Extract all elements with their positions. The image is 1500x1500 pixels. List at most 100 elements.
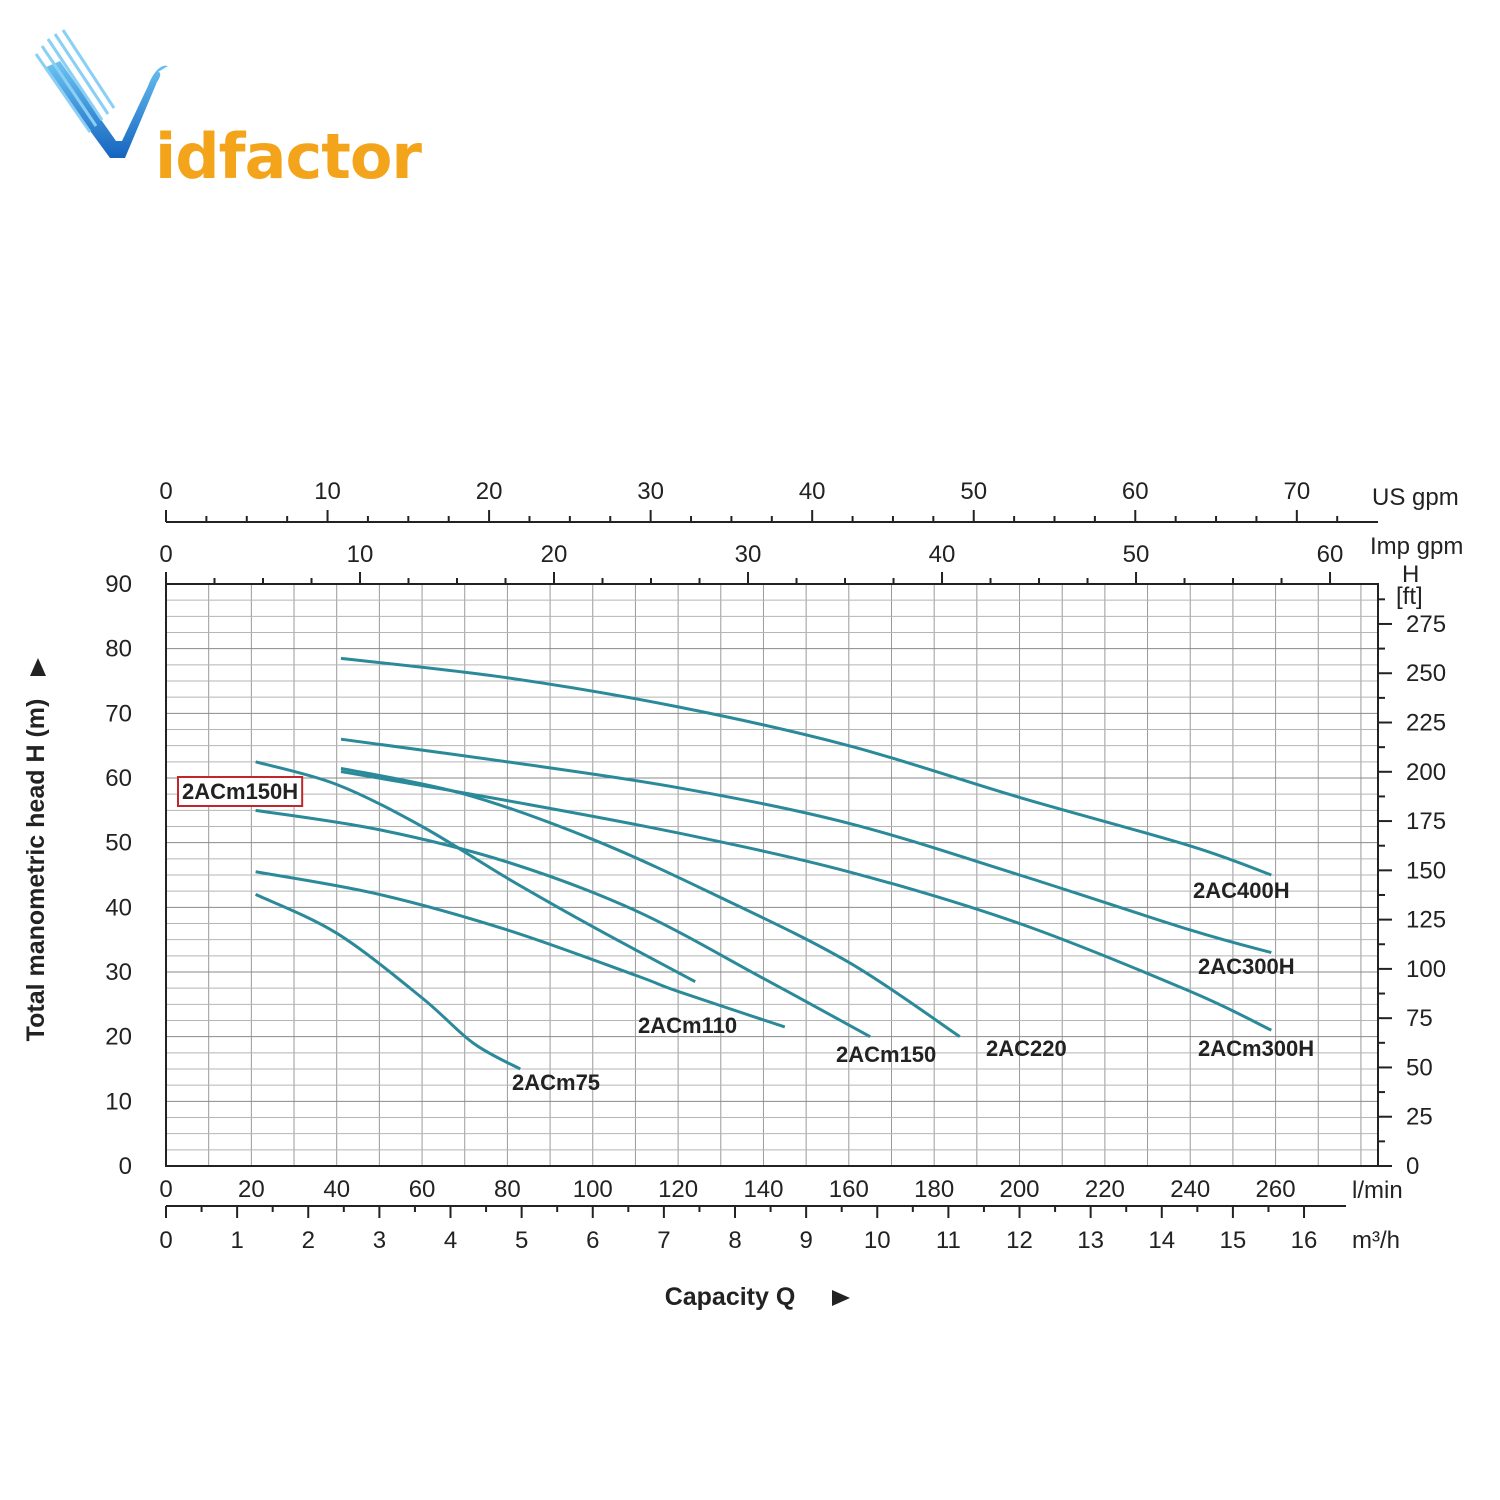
ft-tick-label: 150 — [1406, 857, 1446, 884]
series-lines — [254, 656, 1272, 1071]
m3h-tick-label: 15 — [1220, 1227, 1247, 1254]
ft-tick-label: 200 — [1406, 759, 1446, 786]
x-tick-label: 120 — [658, 1176, 698, 1203]
x-tick-label: 200 — [999, 1176, 1039, 1203]
series-line-2ac220 — [340, 766, 961, 1038]
y-tick-label: 40 — [105, 894, 132, 921]
x-tick-label: 240 — [1170, 1176, 1210, 1203]
m3h-tick-label: 7 — [657, 1227, 670, 1254]
ft-unit-bracket: [ft] — [1396, 583, 1423, 610]
imp-gpm-tick-label: 10 — [347, 541, 374, 568]
x-tick-label: 20 — [238, 1176, 265, 1203]
x-tick-label: 160 — [829, 1176, 869, 1203]
m3h-tick-label: 8 — [728, 1227, 741, 1254]
chart-grid — [166, 584, 1378, 1166]
x-unit-label: l/min — [1352, 1177, 1403, 1204]
x-tick-label: 180 — [914, 1176, 954, 1203]
us-gpm-tick-label: 10 — [314, 478, 341, 505]
m3h-tick-label: 13 — [1077, 1227, 1104, 1254]
y-tick-label: 80 — [105, 636, 132, 663]
m3h-tick-label: 6 — [586, 1227, 599, 1254]
ft-tick-label: 125 — [1406, 907, 1446, 934]
y-tick-label: 90 — [105, 571, 132, 598]
ft-tick-label: 250 — [1406, 660, 1446, 687]
x-tick-label: 260 — [1256, 1176, 1296, 1203]
imp-gpm-tick-label: 60 — [1317, 541, 1344, 568]
ft-tick-label: 225 — [1406, 710, 1446, 737]
m3h-tick-label: 0 — [159, 1227, 172, 1254]
m3h-tick-label: 4 — [444, 1227, 457, 1254]
x-tick-label: 80 — [494, 1176, 521, 1203]
series-label-2acm300h: 2ACm300H — [1198, 1036, 1314, 1061]
imp-gpm-unit-label: Imp gpm — [1370, 533, 1463, 560]
series-label-2ac400h: 2AC400H — [1193, 878, 1290, 903]
us-gpm-tick-label: 0 — [159, 478, 172, 505]
series-label-2acm150h: 2ACm150H — [182, 779, 298, 804]
m3h-tick-label: 10 — [864, 1227, 891, 1254]
vidfactor-logo: idfactor — [30, 28, 422, 188]
ft-tick-label: 25 — [1406, 1104, 1433, 1131]
y-axis-title: Total manometric head H (m) — [22, 699, 50, 1042]
x-tick-label: 0 — [159, 1176, 172, 1203]
series-line-2ac400h — [340, 656, 1272, 877]
y-axis-arrow-icon — [30, 658, 46, 676]
series-line-2acm75 — [254, 893, 521, 1071]
us-gpm-tick-label: 70 — [1283, 478, 1310, 505]
m3h-tick-label: 5 — [515, 1227, 528, 1254]
us-gpm-tick-label: 60 — [1122, 478, 1149, 505]
y-tick-label: 50 — [105, 830, 132, 857]
series-label-2ac220: 2AC220 — [986, 1036, 1067, 1061]
series-label-2ac300h: 2AC300H — [1198, 954, 1295, 979]
m3h-tick-label: 9 — [799, 1227, 812, 1254]
series-label-2acm75: 2ACm75 — [512, 1070, 600, 1095]
imp-gpm-tick-label: 50 — [1123, 541, 1150, 568]
ft-tick-label: 175 — [1406, 808, 1446, 835]
imp-gpm-tick-label: 0 — [159, 541, 172, 568]
series-label-2acm110: 2ACm110 — [638, 1013, 737, 1038]
m3h-tick-label: 12 — [1006, 1227, 1033, 1254]
ft-unit-letter: H — [1402, 561, 1419, 588]
y-tick-label: 60 — [105, 765, 132, 792]
imp-gpm-tick-label: 40 — [929, 541, 956, 568]
ft-tick-label: 100 — [1406, 956, 1446, 983]
x-tick-label: 40 — [323, 1176, 350, 1203]
series-line-2ac300h — [340, 737, 1272, 955]
us-gpm-tick-label: 30 — [637, 478, 664, 505]
series-labels: 2ACm75 2ACm110 2ACm150H 2ACm150 2AC220 2ACm30… — [177, 776, 1314, 1095]
ft-tick-label: 0 — [1406, 1153, 1419, 1180]
ft-tick-label: 50 — [1406, 1054, 1433, 1081]
us-gpm-tick-label: 50 — [960, 478, 987, 505]
x-axis-arrow-icon — [832, 1290, 850, 1306]
y-tick-label: 70 — [105, 700, 132, 727]
v-bird-icon — [34, 29, 168, 158]
x-tick-label: 220 — [1085, 1176, 1125, 1203]
series-line-2acm300h — [340, 770, 1272, 1032]
x-tick-label: 100 — [573, 1176, 613, 1203]
m3h-tick-label: 11 — [936, 1227, 961, 1254]
m3h-unit-label: m³/h — [1352, 1227, 1400, 1254]
imp-gpm-tick-label: 30 — [735, 541, 762, 568]
ft-tick-label: 75 — [1406, 1005, 1433, 1032]
ft-tick-label: 275 — [1406, 611, 1446, 638]
m3h-tick-label: 3 — [373, 1227, 386, 1254]
series-line-2acm150h — [255, 760, 696, 984]
imp-gpm-tick-label: 20 — [541, 541, 568, 568]
y-tick-label: 10 — [105, 1088, 132, 1115]
y-tick-label: 30 — [105, 959, 132, 986]
series-line-2acm110 — [255, 870, 786, 1029]
y-tick-label: 0 — [119, 1153, 132, 1180]
series-label-2acm150: 2ACm150 — [836, 1042, 936, 1067]
m3h-tick-label: 14 — [1148, 1227, 1175, 1254]
m3h-tick-label: 1 — [230, 1227, 243, 1254]
m3h-tick-label: 16 — [1291, 1227, 1318, 1254]
x-tick-label: 140 — [743, 1176, 783, 1203]
logo-wordmark: idfactor — [155, 120, 422, 193]
highlight-box — [177, 776, 304, 807]
us-gpm-tick-label: 40 — [799, 478, 826, 505]
series-line-2acm150 — [255, 808, 871, 1038]
us-gpm-tick-label: 20 — [476, 478, 503, 505]
m3h-tick-label: 2 — [302, 1227, 315, 1254]
x-tick-label: 60 — [409, 1176, 436, 1203]
